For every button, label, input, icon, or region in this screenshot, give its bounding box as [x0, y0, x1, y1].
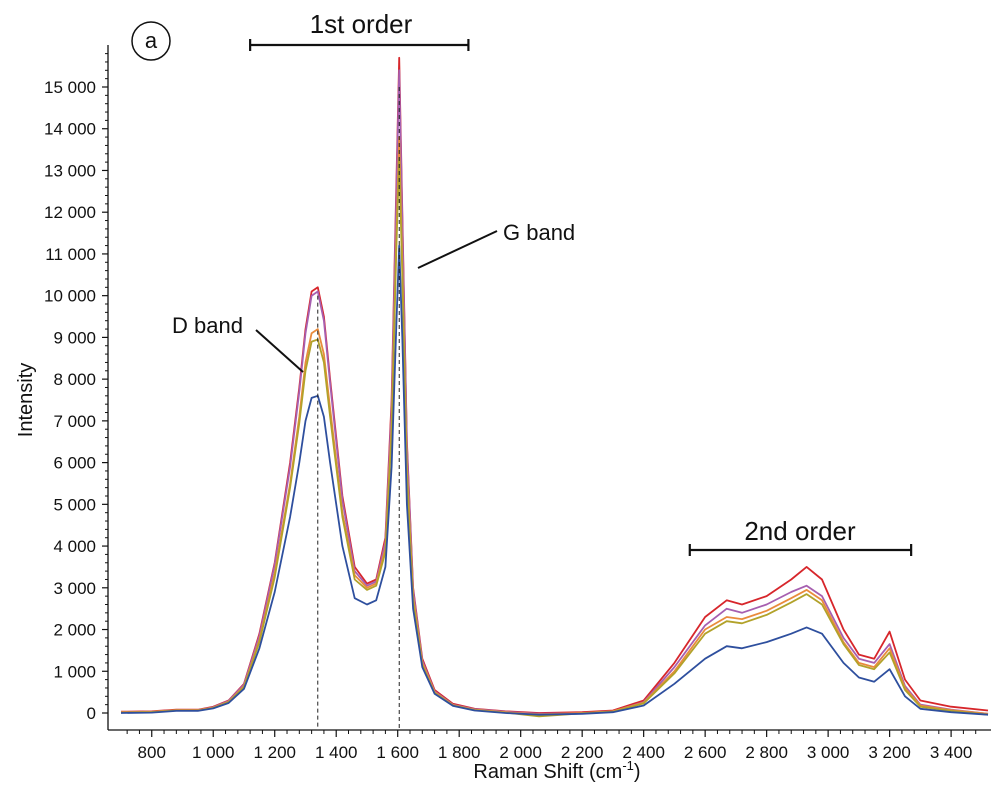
x-tick-label: 2 200: [561, 743, 604, 762]
panel-label: a: [145, 28, 158, 53]
x-axis-title-sup: -1: [622, 758, 634, 773]
x-tick-label: 2 000: [499, 743, 542, 762]
x-tick-label: 1 400: [315, 743, 358, 762]
y-tick-label: 4 000: [53, 537, 96, 556]
x-tick-label: 1 000: [192, 743, 235, 762]
series-line-5: [120, 244, 989, 716]
annotations-group: a 1st order 2nd order D band G band Inte…: [15, 9, 913, 783]
second-order-label: 2nd order: [744, 516, 856, 546]
series-line-1: [120, 56, 989, 714]
y-tick-label: 8 000: [53, 370, 96, 389]
x-tick-label: 2 600: [684, 743, 727, 762]
g-band-label: G band: [503, 220, 575, 245]
y-tick-label: 11 000: [45, 245, 96, 264]
x-tick-label: 3 400: [930, 743, 973, 762]
first-order-bracket: [249, 39, 470, 51]
panel-label-circle: [131, 21, 171, 61]
x-tick-label: 2 400: [622, 743, 665, 762]
x-tick-label: 1 600: [376, 743, 419, 762]
second-order-bracket: [688, 544, 913, 556]
y-tick-label: 15 000: [44, 78, 96, 97]
y-tick-label: 0: [87, 704, 96, 723]
y-tick-label: 3 000: [53, 579, 96, 598]
y-tick-label: 1 000: [53, 662, 96, 681]
axes-group: 0 1 000 2 000 3 000 4 000 5 000 6 000 7 000 8 00…: [44, 45, 991, 762]
series-group: [120, 56, 989, 718]
y-tick-label: 9 000: [53, 328, 96, 347]
y-tick-label: 6 000: [53, 454, 96, 473]
first-order-label: 1st order: [310, 9, 413, 39]
y-tick-label: 10 000: [44, 287, 96, 306]
x-tick-label: 2 800: [745, 743, 788, 762]
d-band-pointer: [255, 329, 304, 373]
d-band-label: D band: [172, 313, 243, 338]
x-tick-label: 3 200: [868, 743, 911, 762]
y-tick-label: 13 000: [44, 161, 96, 180]
x-axis-title-main: Raman Shift (cm: [473, 761, 622, 783]
x-tick-label: 3 000: [807, 743, 850, 762]
y-tick-label: 5 000: [53, 495, 96, 514]
x-tick-label: 1 200: [253, 743, 296, 762]
series-line-4: [120, 157, 989, 718]
x-tick-label: 800: [138, 743, 166, 762]
y-axis-title: Intensity: [15, 363, 37, 437]
x-axis-title: Raman Shift (cm-1): [473, 758, 640, 783]
y-tick-label: 12 000: [44, 203, 96, 222]
x-axis-title-end: ): [634, 761, 641, 783]
g-band-pointer: [417, 230, 498, 269]
y-tick-label: 2 000: [53, 621, 96, 640]
y-tick-label: 14 000: [44, 120, 96, 139]
y-tick-label: 7 000: [53, 412, 96, 431]
series-line-2: [120, 69, 989, 715]
x-tick-label: 1 800: [438, 743, 481, 762]
